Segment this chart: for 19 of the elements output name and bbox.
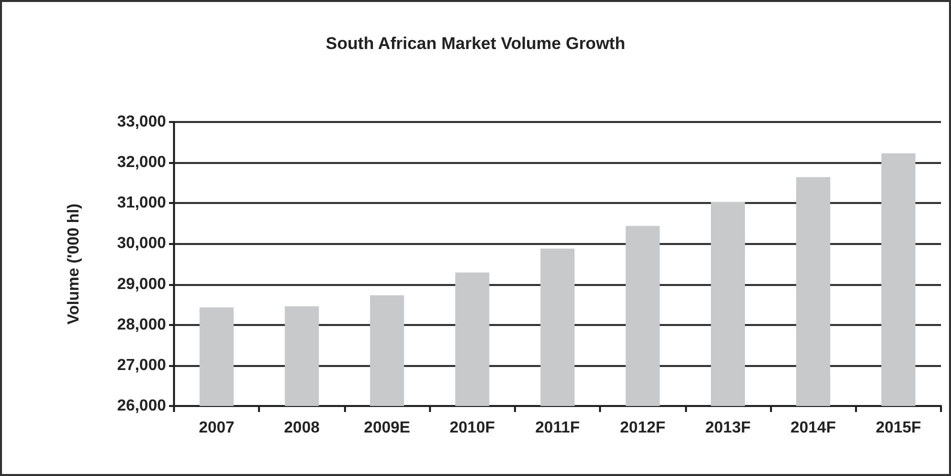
y-tick-label: 30,000 bbox=[117, 235, 166, 252]
y-axis-title: Volume ('000 hl) bbox=[66, 204, 82, 324]
x-tick-label: 2013F bbox=[705, 420, 751, 436]
y-tick-label: 33,000 bbox=[117, 114, 166, 130]
x-tick-label: 2009E bbox=[364, 420, 411, 436]
x-tick-label: 2010F bbox=[450, 420, 496, 436]
x-tick-label: 2011F bbox=[535, 420, 580, 436]
y-tick-label: 28,000 bbox=[117, 316, 166, 334]
y-tick-label: 26,000 bbox=[117, 398, 166, 414]
y-tick-label: 27,000 bbox=[117, 356, 166, 374]
y-tick-label: 31,000 bbox=[117, 194, 166, 212]
chart-title: South African Market Volume Growth bbox=[326, 34, 626, 53]
x-tick-label: 2015F bbox=[876, 420, 922, 436]
y-tick-label: 29,000 bbox=[117, 276, 166, 293]
x-tick-label: 2014F bbox=[790, 420, 836, 436]
y-tick-label: 32,000 bbox=[117, 154, 166, 172]
x-tick-label: 2008 bbox=[284, 420, 320, 436]
x-tick-label: 2007 bbox=[198, 420, 235, 436]
x-tick-label: 2012F bbox=[620, 420, 666, 436]
